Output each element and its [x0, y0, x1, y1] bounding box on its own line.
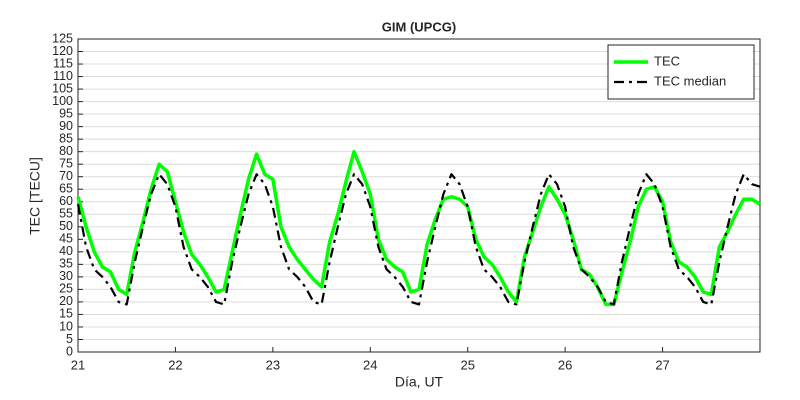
y-tick-label: 95 — [59, 106, 73, 120]
x-tick-label: 22 — [168, 357, 182, 372]
y-tick-label: 70 — [59, 169, 73, 183]
y-tick-label: 30 — [59, 269, 73, 283]
y-tick-label: 35 — [59, 257, 73, 271]
y-tick-label: 65 — [59, 182, 73, 196]
y-tick-label: 25 — [59, 282, 73, 296]
y-tick-label: 15 — [59, 307, 73, 321]
y-tick-label: 115 — [53, 56, 73, 70]
y-tick-label: 5 — [66, 332, 73, 346]
y-tick-label: 100 — [52, 94, 73, 108]
y-tick-label: 105 — [52, 81, 73, 95]
legend-box — [607, 44, 755, 100]
y-tick-label: 110 — [53, 69, 73, 83]
y-tick-label: 120 — [52, 44, 73, 58]
x-tick-label: 25 — [460, 357, 474, 372]
chart-title: GIM (UPCG) — [382, 19, 456, 34]
x-tick-label: 21 — [71, 357, 85, 372]
x-tick-label: 24 — [363, 357, 377, 372]
y-tick-label: 40 — [59, 244, 73, 258]
x-axis-label: Día, UT — [395, 374, 444, 390]
y-tick-label: 75 — [59, 156, 73, 170]
y-tick-label: 125 — [52, 31, 73, 45]
y-tick-label: 20 — [59, 294, 73, 308]
legend-label: TEC — [654, 53, 680, 68]
y-tick-label: 50 — [59, 219, 73, 233]
y-axis-label: TEC [TECU] — [27, 157, 43, 235]
y-tick-label: 55 — [59, 207, 73, 221]
y-tick-label: 10 — [59, 319, 73, 333]
y-tick-label: 0 — [66, 344, 73, 358]
y-tick-label: 85 — [59, 131, 73, 145]
x-tick-label: 27 — [655, 357, 669, 372]
plot-frame — [77, 38, 761, 353]
data-line — [76, 173, 761, 306]
y-tick-label: 45 — [59, 232, 73, 246]
y-tick-label: 90 — [59, 119, 73, 133]
x-tick-label: 26 — [558, 357, 572, 372]
x-tick-label: 23 — [266, 357, 280, 372]
y-tick-label: 60 — [59, 194, 73, 208]
legend-label: TEC median — [654, 73, 726, 88]
data-line — [76, 149, 761, 307]
y-tick-label: 80 — [59, 144, 73, 158]
